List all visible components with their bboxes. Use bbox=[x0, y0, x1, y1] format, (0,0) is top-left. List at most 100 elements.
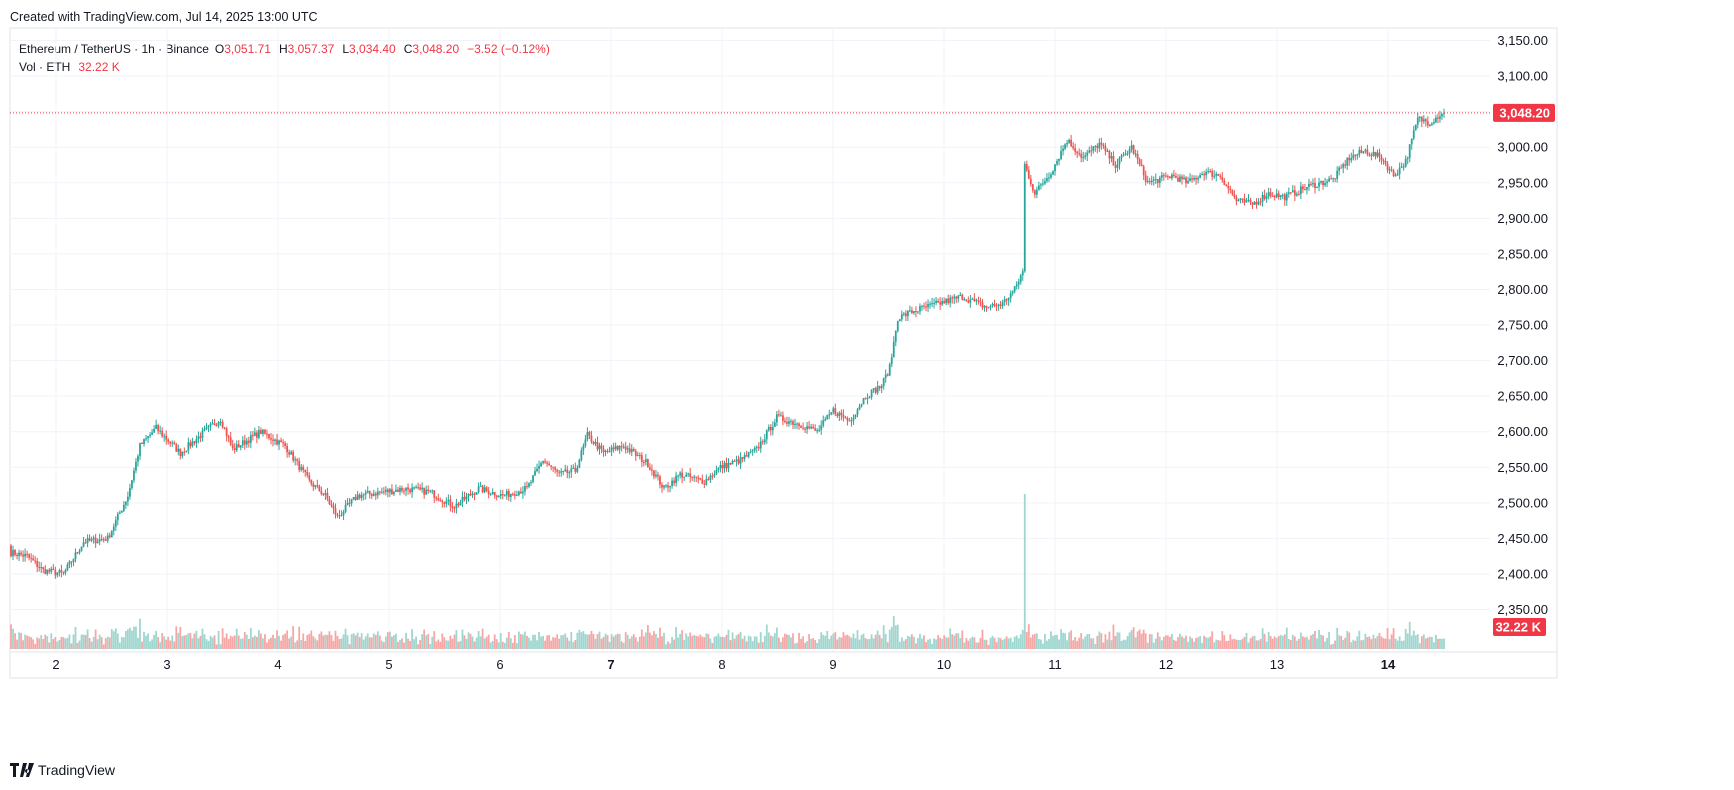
candle-body bbox=[443, 502, 446, 504]
volume-bar bbox=[790, 637, 792, 649]
candle-body bbox=[880, 386, 883, 389]
volume-bar bbox=[542, 635, 544, 649]
candle-body bbox=[1112, 156, 1115, 166]
volume-bar bbox=[42, 639, 45, 649]
candle-body bbox=[584, 439, 587, 446]
volume-bar bbox=[70, 643, 73, 649]
candle-body bbox=[517, 491, 520, 496]
candle-body bbox=[1009, 293, 1012, 299]
candle-body bbox=[651, 469, 653, 471]
candle-body bbox=[455, 503, 458, 509]
volume-bar bbox=[487, 634, 490, 649]
candle-body bbox=[382, 491, 385, 493]
volume-bar bbox=[193, 633, 196, 649]
volume-bar bbox=[28, 636, 31, 649]
candle-body bbox=[999, 304, 1002, 306]
volume-bar bbox=[1013, 636, 1016, 649]
volume-bar bbox=[251, 637, 254, 649]
candle-body bbox=[391, 489, 393, 495]
candle-body bbox=[1100, 142, 1103, 145]
candle-body bbox=[177, 448, 180, 452]
volume-bar bbox=[282, 634, 284, 649]
volume-bar bbox=[237, 635, 240, 649]
volume-bar bbox=[334, 630, 337, 649]
volume-label[interactable]: Vol · ETH bbox=[19, 60, 71, 74]
volume-bar bbox=[640, 629, 643, 649]
volume-bar bbox=[1354, 640, 1357, 649]
volume-bar bbox=[544, 640, 546, 649]
candle-body bbox=[1017, 281, 1020, 285]
candle-body bbox=[699, 478, 702, 480]
volume-bar bbox=[528, 637, 530, 649]
candle-body bbox=[1265, 196, 1268, 199]
volume-bar bbox=[1044, 633, 1046, 649]
y-tick-label: 3,150.00 bbox=[1497, 33, 1548, 48]
tradingview-logo[interactable]: TradingView bbox=[10, 762, 115, 778]
volume-bar bbox=[413, 639, 415, 649]
candle-body bbox=[1138, 159, 1141, 165]
price-chart[interactable]: 2,350.00 2,400.00 2,450.00 2,500.00 2,550.00… bbox=[0, 0, 1734, 760]
price-axis[interactable]: 2,350.00 2,400.00 2,450.00 2,500.00 2,550.00… bbox=[1497, 33, 1548, 617]
volume-bar bbox=[1360, 640, 1363, 649]
volume-bar bbox=[854, 638, 857, 649]
candle-body bbox=[614, 446, 617, 450]
last-volume-badge bbox=[1493, 618, 1546, 636]
candle-body bbox=[878, 386, 881, 389]
candle-body bbox=[419, 487, 422, 490]
volume-bar bbox=[1275, 638, 1278, 649]
candle-body bbox=[1235, 197, 1238, 202]
volume-bar bbox=[1120, 640, 1123, 649]
candle-body bbox=[88, 538, 91, 541]
volume-bar bbox=[1033, 634, 1036, 649]
volume-bar bbox=[139, 618, 141, 649]
time-axis[interactable]: 2 3 4 5 6 7 8 9 10 11 12 13 14 bbox=[52, 657, 1396, 672]
candle-body bbox=[596, 442, 599, 450]
candle-body bbox=[360, 495, 363, 498]
candle-body bbox=[838, 412, 841, 417]
volume-bar bbox=[1086, 634, 1089, 649]
volume-bar bbox=[677, 637, 680, 649]
candle-body bbox=[769, 427, 772, 431]
candle-body bbox=[632, 449, 635, 452]
volume-bar bbox=[173, 641, 176, 649]
volume-bar bbox=[1410, 635, 1413, 649]
candle-body bbox=[276, 439, 278, 445]
candle-body bbox=[1003, 299, 1006, 303]
candle-body bbox=[679, 472, 682, 476]
volume-bar bbox=[1205, 637, 1208, 649]
volume-bar bbox=[260, 633, 262, 649]
volume-bar bbox=[364, 636, 367, 649]
candle-body bbox=[814, 428, 817, 431]
volume-bar bbox=[580, 632, 583, 649]
volume-bar bbox=[221, 628, 224, 649]
volume-bar bbox=[32, 639, 35, 649]
volume-bar bbox=[850, 637, 853, 649]
y-tick-label: 2,500.00 bbox=[1497, 495, 1548, 510]
volume-bar bbox=[1291, 634, 1294, 649]
volume-value: 32.22 K bbox=[78, 60, 120, 74]
symbol-title[interactable]: Ethereum / TetherUS · 1h · Binance bbox=[19, 42, 209, 56]
candle-body bbox=[1223, 180, 1226, 185]
volume-bar bbox=[727, 629, 730, 649]
volume-bar bbox=[1441, 638, 1443, 649]
volume-bar bbox=[870, 634, 873, 649]
volume-bar bbox=[78, 640, 81, 649]
candle-body bbox=[407, 487, 409, 490]
volume-bar bbox=[701, 636, 704, 649]
candle-body bbox=[1433, 122, 1435, 124]
volume-bar bbox=[592, 634, 595, 649]
candle-body bbox=[1005, 299, 1008, 301]
volume-bar bbox=[235, 628, 238, 649]
volume-bar bbox=[108, 637, 111, 649]
volume-bar bbox=[540, 636, 542, 649]
candle-body bbox=[638, 454, 641, 456]
volume-bar bbox=[975, 642, 978, 649]
volume-bar bbox=[64, 638, 67, 649]
volume-bar bbox=[515, 643, 518, 649]
candle-body bbox=[453, 507, 456, 509]
volume-bar bbox=[1412, 630, 1415, 649]
candle-body bbox=[112, 526, 115, 531]
candle-body bbox=[1128, 149, 1131, 154]
candle-body bbox=[1424, 119, 1427, 122]
volume-bar bbox=[904, 639, 907, 649]
